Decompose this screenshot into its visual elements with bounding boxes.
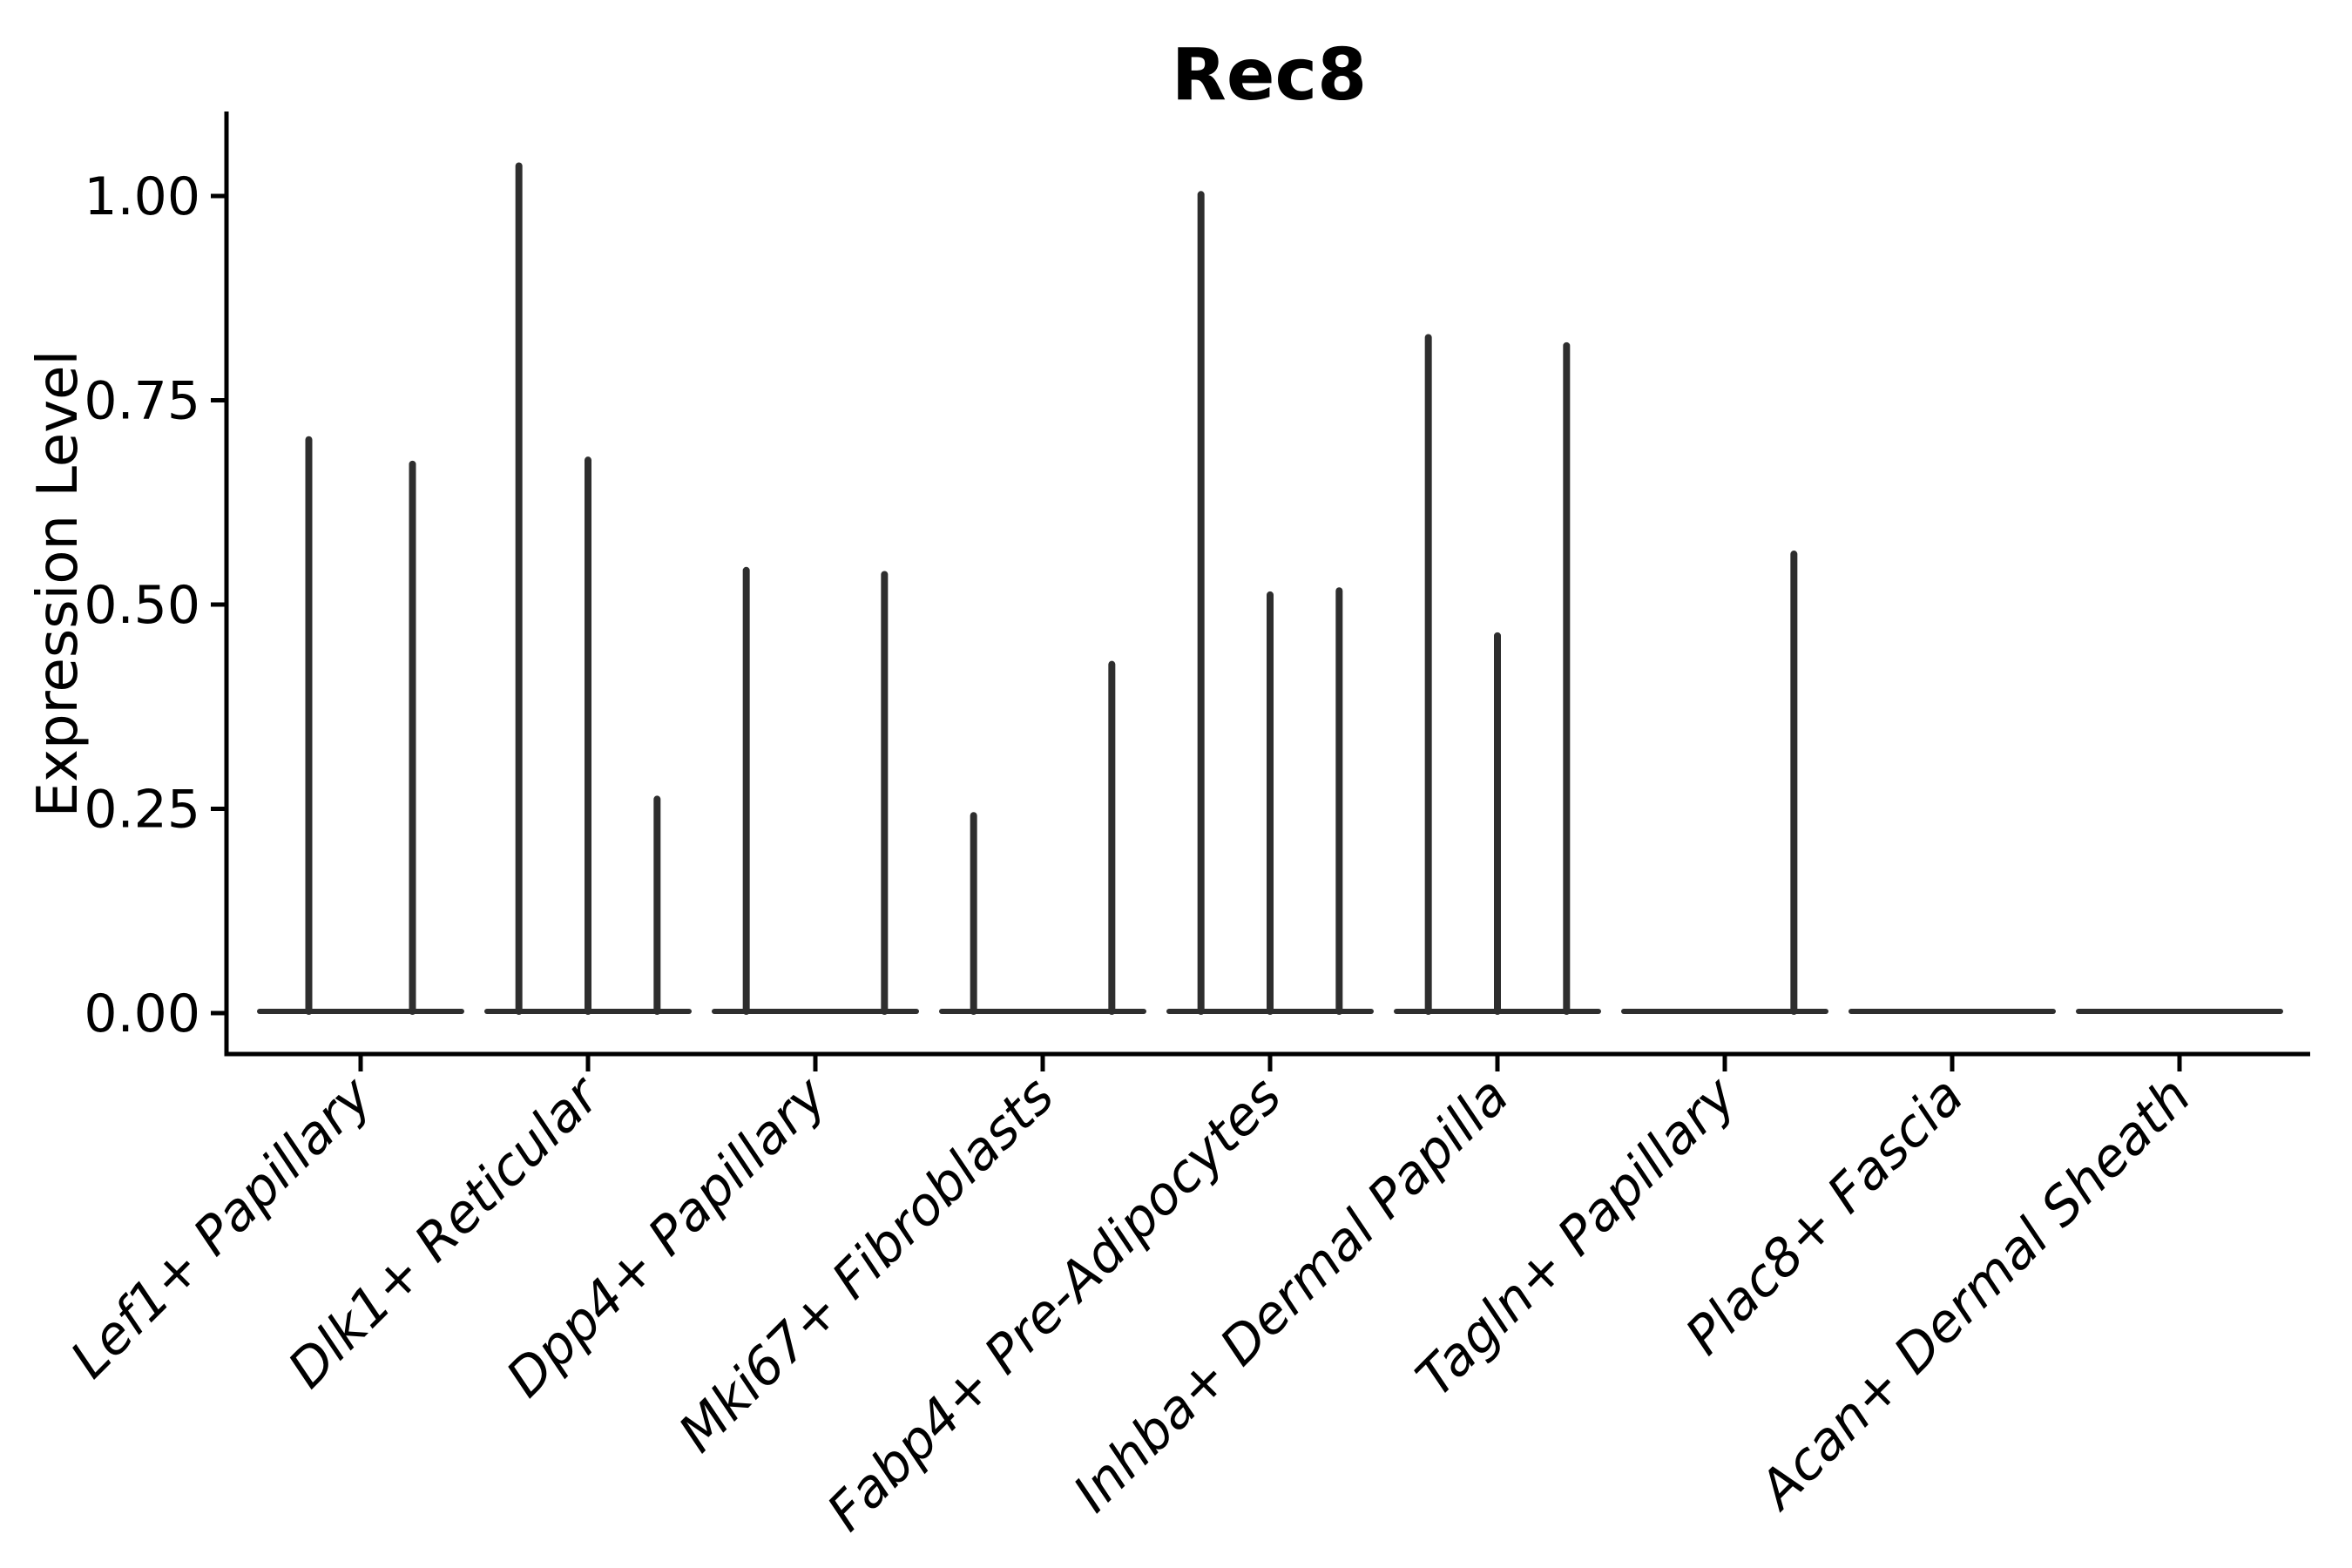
y-tick-label-1.00: 1.00	[84, 166, 200, 227]
y-axis-label: Expression Level	[26, 350, 91, 818]
y-tick-label-0.00: 0.00	[84, 983, 200, 1044]
x-category-label-6: Inhba+ Dermal Papilla	[1062, 1065, 1520, 1524]
x-category-label-5: Fabp4+ Pre-Adipocytes	[815, 1065, 1293, 1543]
x-category-label-4: Mki67+ Fibroblasts	[667, 1065, 1066, 1464]
chart-title: Rec8	[1172, 34, 1367, 117]
y-tick-label-0.25: 0.25	[84, 780, 200, 841]
violins-layer	[257, 162, 2283, 1015]
y-tick-label-0.50: 0.50	[84, 575, 200, 636]
y-axis-ticks: 0.00 0.25 0.50 0.75 1.00	[84, 166, 226, 1044]
x-category-label-9: Acan+ Dermal Sheath	[1746, 1065, 2203, 1523]
y-tick-label-0.75: 0.75	[84, 371, 200, 432]
